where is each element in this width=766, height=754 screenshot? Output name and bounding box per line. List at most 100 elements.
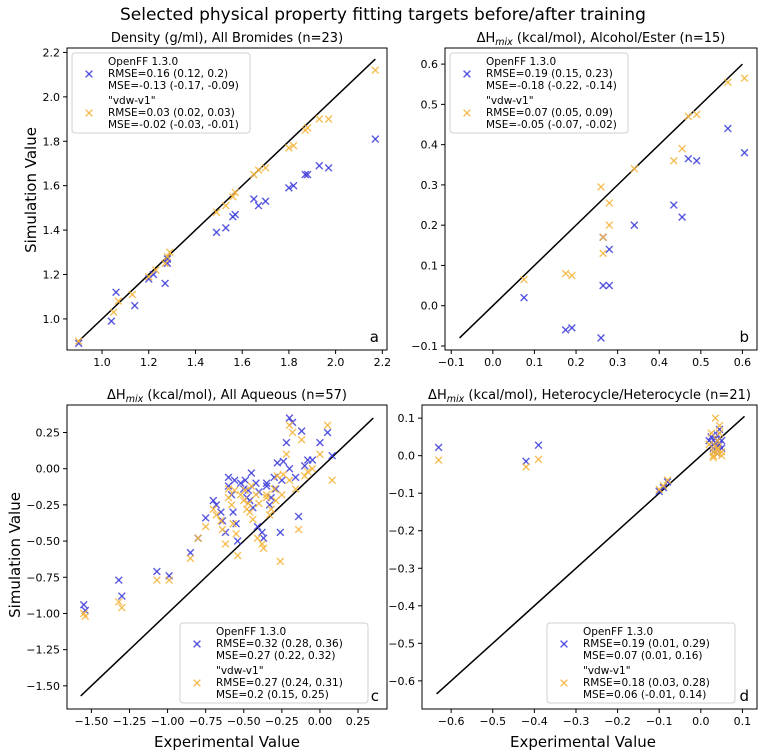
- point-openff: [294, 512, 303, 521]
- y-tick-label: 0.00: [36, 463, 61, 476]
- point-openff: [561, 325, 570, 334]
- legend-series1-mse: MSE=0.27 (0.22, 0.32): [216, 650, 336, 662]
- point-vdw-v1: [74, 337, 83, 346]
- point-vdw-v1: [221, 201, 230, 210]
- point-vdw-v1: [227, 500, 236, 509]
- x-tick-label: 1.2: [140, 356, 158, 369]
- y-tick-label: 1.2: [43, 269, 61, 282]
- point-vdw-v1: [324, 115, 333, 123]
- point-vdw-v1: [740, 74, 749, 83]
- point-vdw-v1: [522, 463, 530, 471]
- plot-frame: [66, 47, 388, 351]
- point-openff: [107, 317, 116, 326]
- point-openff: [692, 156, 701, 165]
- point-openff: [659, 483, 668, 492]
- point-vdw-v1: [151, 266, 160, 274]
- point-vdw-v1: [713, 436, 722, 445]
- point-openff: [247, 469, 256, 477]
- point-openff: [301, 170, 310, 179]
- point-vdw-v1: [273, 472, 282, 480]
- identity-line: [78, 58, 376, 342]
- x-tick-label: 1.8: [280, 356, 298, 369]
- point-vdw-v1: [186, 554, 195, 563]
- point-openff: [252, 479, 260, 488]
- panel-c: ΔHmix (kcal/mol), All Aqueous (n=57) −1.5…: [26, 388, 388, 728]
- point-vdw-v1: [81, 612, 90, 621]
- point-openff: [684, 154, 693, 163]
- legend-marker-vdw-v1: [193, 679, 201, 687]
- legend-series1-name: OpenFF 1.3.0: [583, 626, 653, 638]
- panel-title: ΔHmix (kcal/mol), Alcohol/Ester (n=15): [477, 31, 726, 48]
- x-tick-label: −0.6: [438, 715, 465, 728]
- point-openff: [715, 425, 724, 434]
- point-vdw-v1: [316, 450, 324, 459]
- legend-box: [546, 622, 736, 704]
- y-tick-label: 2.2: [43, 46, 61, 59]
- panel-title: ΔHmix (kcal/mol), All Aqueous (n=57): [107, 388, 347, 405]
- x-tick-label: −0.75: [189, 715, 223, 728]
- y-tick-label: 2.0: [43, 91, 61, 104]
- point-vdw-v1: [303, 467, 312, 476]
- point-openff: [262, 479, 271, 488]
- legend: OpenFF 1.3.0 RMSE=0.19 (0.01, 0.29) MSE=…: [546, 622, 736, 704]
- x-tick-label: −1.50: [75, 715, 109, 728]
- point-openff: [261, 197, 270, 206]
- x-axis-label-right: Experimental Value: [510, 733, 656, 751]
- point-vdw-v1: [534, 455, 543, 464]
- y-tick-label: 0.5: [421, 98, 439, 111]
- x-tick-label: −0.5: [479, 715, 506, 728]
- legend-series2-name: "vdw-v1": [583, 665, 631, 677]
- point-openff: [153, 567, 161, 576]
- identity-line: [459, 63, 743, 339]
- y-tick-label: 1.4: [43, 224, 61, 237]
- point-vdw-v1: [705, 440, 714, 449]
- legend-series2-rmse: RMSE=0.03 (0.02, 0.03): [108, 107, 235, 119]
- point-openff: [282, 438, 291, 447]
- point-vdw-v1: [163, 252, 172, 261]
- point-vdw-v1: [282, 450, 291, 459]
- point-vdw-v1: [715, 421, 724, 430]
- panel-title: Density (g/ml), All Bromides (n=23): [111, 31, 343, 46]
- x-tick-label: 0.6: [734, 356, 752, 369]
- point-openff: [212, 500, 221, 509]
- x-tick-label: 1.6: [233, 356, 251, 369]
- x-axis-label-left: Experimental Value: [154, 733, 300, 751]
- point-vdw-v1: [128, 290, 137, 299]
- point-openff: [233, 537, 242, 545]
- point-vdw-v1: [265, 511, 274, 519]
- point-vdw-v1: [285, 144, 293, 152]
- point-vdw-v1: [267, 505, 276, 514]
- point-vdw-v1: [218, 525, 227, 534]
- identity-line: [436, 415, 746, 695]
- point-vdw-v1: [224, 493, 233, 502]
- point-vdw-v1: [297, 435, 306, 444]
- point-vdw-v1: [165, 576, 173, 585]
- plot-frame: [421, 404, 758, 710]
- x-tick-label: −1.25: [113, 715, 147, 728]
- point-openff: [291, 473, 300, 482]
- panel-letter: d: [739, 687, 749, 705]
- point-openff: [434, 443, 443, 452]
- point-openff: [285, 414, 294, 422]
- point-openff: [308, 456, 317, 464]
- point-openff: [79, 600, 88, 609]
- point-openff: [221, 223, 230, 232]
- point-openff: [285, 184, 293, 192]
- series-vdw-v1: [434, 414, 726, 494]
- point-openff: [259, 534, 268, 543]
- point-vdw-v1: [561, 269, 570, 278]
- point-vdw-v1: [605, 199, 614, 207]
- point-openff: [605, 281, 614, 290]
- series-openff: [74, 135, 380, 348]
- point-openff: [114, 576, 123, 585]
- x-tick-label: 0.0: [692, 715, 710, 728]
- x-tick-label: 0.4: [650, 356, 668, 369]
- point-vdw-v1: [233, 551, 242, 560]
- point-vdw-v1: [253, 534, 262, 543]
- point-openff: [186, 548, 195, 557]
- point-vdw-v1: [109, 308, 118, 317]
- point-openff: [253, 522, 262, 531]
- point-vdw-v1: [715, 429, 724, 438]
- x-tick-label: −0.25: [265, 715, 299, 728]
- x-tick-label: 0.25: [346, 715, 371, 728]
